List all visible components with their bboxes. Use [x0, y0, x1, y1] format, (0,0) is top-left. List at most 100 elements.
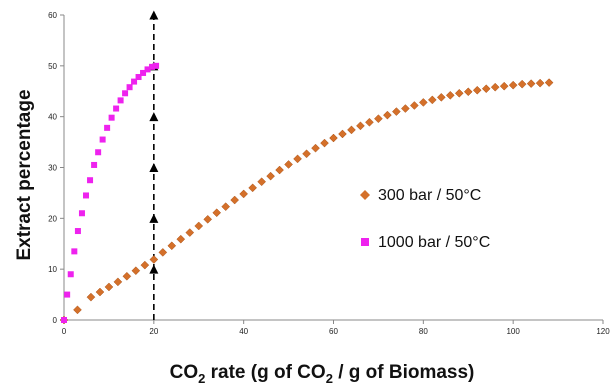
data-point-1000-bar	[122, 90, 129, 97]
data-point-300-bar	[284, 160, 293, 169]
data-point-300-bar	[409, 101, 419, 110]
x-tick-label: 0	[62, 327, 67, 336]
legend: 300 bar / 50°C 1000 bar / 50°C	[360, 187, 490, 251]
reference-line	[149, 10, 159, 320]
data-point-1000-bar	[117, 97, 124, 104]
data-point-300-bar	[481, 84, 491, 94]
data-point-300-bar	[320, 138, 329, 148]
y-tick-label: 50	[48, 62, 57, 71]
axes: 0 20 40 60 80 100 120 0 10 20 30 40 50 60	[48, 11, 610, 336]
data-point-300-bar	[266, 171, 275, 181]
data-point-300-bar	[95, 287, 105, 297]
data-point-300-bar	[194, 221, 204, 231]
data-point-300-bar	[329, 133, 338, 143]
data-point-300-bar	[149, 255, 159, 264]
data-point-300-bar	[535, 78, 545, 88]
data-point-300-bar	[176, 234, 186, 244]
x-tick-label: 80	[419, 327, 428, 336]
data-point-300-bar	[445, 90, 455, 100]
data-point-1000-bar	[83, 192, 90, 199]
x-tick-label: 120	[596, 327, 610, 336]
data-point-1000-bar	[140, 69, 147, 76]
series-1000-bar	[61, 62, 160, 323]
reference-triangle-marker	[149, 163, 159, 172]
x-tick-label: 60	[329, 327, 338, 336]
data-point-300-bar	[490, 82, 500, 92]
data-point-1000-bar	[64, 291, 71, 298]
data-point-1000-bar	[61, 317, 67, 323]
data-point-300-bar	[526, 79, 536, 88]
data-point-300-bar	[517, 79, 527, 89]
data-point-300-bar	[454, 88, 464, 98]
data-point-300-bar	[167, 241, 177, 251]
x-tick-label: 20	[149, 327, 158, 336]
data-point-300-bar	[418, 98, 428, 107]
data-point-1000-bar	[131, 78, 138, 85]
data-point-1000-bar	[135, 74, 142, 81]
data-point-300-bar	[311, 143, 320, 153]
data-point-300-bar	[383, 110, 392, 120]
data-point-300-bar	[113, 277, 123, 287]
x-tick-label: 40	[239, 327, 248, 336]
data-point-300-bar	[275, 165, 284, 175]
reference-triangle-marker	[149, 112, 159, 122]
x-axis-label-sub1: 2	[198, 371, 205, 385]
data-point-300-bar	[392, 107, 401, 116]
data-point-1000-bar	[67, 271, 74, 278]
data-point-300-bar	[239, 189, 249, 199]
data-point-300-bar	[212, 208, 222, 218]
data-point-1000-bar	[91, 161, 98, 168]
data-point-1000-bar	[99, 136, 106, 143]
data-point-300-bar	[230, 195, 240, 205]
data-point-1000-bar	[108, 114, 115, 121]
legend-marker-300-bar	[360, 190, 370, 200]
reference-triangle-marker	[149, 213, 159, 223]
x-axis-label: CO2 rate (g of CO2 / g of Biomass)	[170, 362, 475, 385]
legend-marker-1000-bar	[361, 238, 369, 246]
y-tick-label: 40	[48, 113, 57, 122]
data-point-300-bar	[338, 129, 347, 139]
data-point-1000-bar	[149, 63, 156, 70]
data-point-1000-bar	[71, 248, 78, 255]
data-point-1000-bar	[144, 66, 151, 73]
data-point-300-bar	[302, 149, 311, 159]
data-point-1000-bar	[87, 177, 94, 184]
data-point-300-bar	[427, 95, 437, 105]
data-point-300-bar	[203, 214, 213, 224]
x-axis-label-sub2: 2	[326, 371, 333, 385]
x-tick-label: 100	[506, 327, 520, 336]
data-point-300-bar	[374, 114, 383, 124]
data-point-300-bar	[293, 154, 302, 164]
reference-triangle-marker	[149, 10, 159, 20]
data-point-1000-bar	[74, 228, 81, 235]
data-point-300-bar	[104, 282, 114, 292]
data-point-300-bar	[122, 271, 132, 281]
data-point-1000-bar	[113, 105, 120, 112]
data-point-1000-bar	[78, 210, 85, 217]
data-point-300-bar	[401, 104, 410, 113]
reference-triangle-marker	[149, 264, 159, 274]
y-tick-label: 10	[48, 265, 57, 274]
data-point-1000-bar	[153, 62, 160, 69]
legend-label-1000-bar: 1000 bar / 50°C	[378, 234, 490, 251]
data-point-300-bar	[158, 248, 168, 257]
data-point-1000-bar	[126, 84, 133, 91]
y-tick-label: 30	[48, 164, 57, 173]
data-point-300-bar	[221, 202, 231, 211]
x-axis-label-part1: CO	[170, 362, 199, 383]
data-point-300-bar	[544, 78, 554, 87]
x-axis-label-part2: rate (g of CO	[205, 362, 325, 383]
data-point-300-bar	[463, 87, 473, 97]
x-axis-label-part3: / g of Biomass)	[333, 362, 474, 383]
series-300-bar	[59, 78, 554, 325]
y-tick-label: 0	[53, 316, 58, 325]
legend-label-300-bar: 300 bar / 50°C	[378, 187, 481, 204]
data-point-1000-bar	[104, 124, 111, 131]
data-point-300-bar	[86, 292, 96, 302]
y-tick-label: 20	[48, 214, 57, 223]
y-tick-label: 60	[48, 11, 57, 20]
data-point-300-bar	[73, 305, 82, 315]
data-point-300-bar	[248, 183, 258, 193]
data-point-300-bar	[356, 121, 365, 131]
